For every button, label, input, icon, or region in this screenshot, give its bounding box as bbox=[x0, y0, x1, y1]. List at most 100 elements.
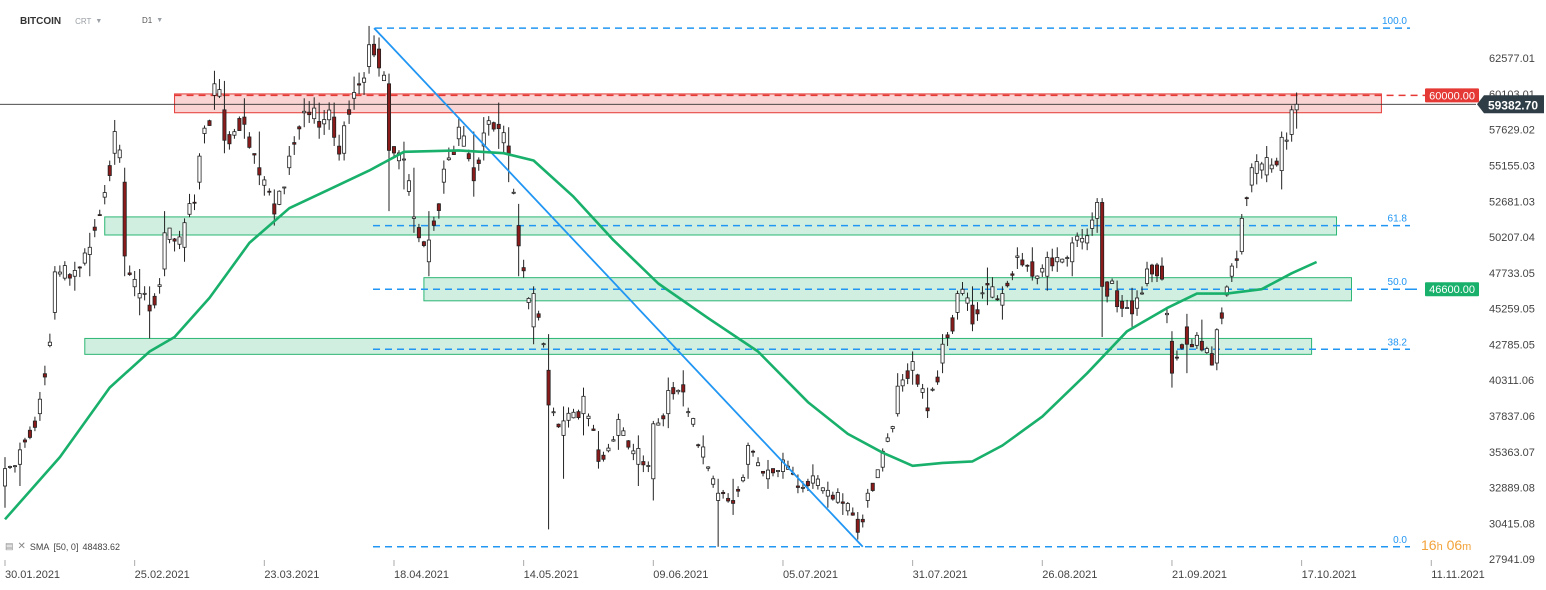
time-axis-tick: 09.06.2021 bbox=[653, 569, 708, 581]
candle-body bbox=[347, 109, 352, 115]
candle-body bbox=[496, 123, 501, 130]
price-axis-tick: 40311.06 bbox=[1489, 375, 1534, 387]
candle-body bbox=[975, 309, 980, 315]
candle-body bbox=[651, 423, 656, 480]
candle-body bbox=[352, 92, 357, 99]
candle-body bbox=[701, 446, 706, 458]
fib-level-label: 38.2 bbox=[1388, 337, 1408, 348]
candle-body bbox=[531, 293, 536, 328]
candle-body bbox=[1055, 257, 1060, 263]
candle-body bbox=[456, 126, 461, 140]
candle-body bbox=[391, 146, 396, 154]
close-icon[interactable]: ✕ bbox=[17, 541, 26, 552]
timeframe-selector[interactable]: D1 ▼ bbox=[142, 16, 163, 25]
candle-body bbox=[1249, 167, 1254, 186]
candle-body bbox=[421, 241, 426, 246]
candle-body bbox=[571, 411, 576, 419]
candle-body bbox=[1090, 219, 1095, 229]
candle-body bbox=[1015, 255, 1020, 258]
chevron-down-icon[interactable]: ▼ bbox=[95, 18, 103, 25]
candle-body bbox=[1229, 265, 1234, 277]
candle-body bbox=[775, 470, 780, 472]
candle-body bbox=[526, 298, 531, 303]
candle-body bbox=[37, 398, 42, 415]
candle-body bbox=[147, 304, 152, 312]
chevron-down-icon[interactable]: ▼ bbox=[156, 17, 164, 24]
time-axis[interactable]: 30.01.2021 25.02.2021 23.03.2021 18.04.2021… bbox=[4, 560, 1485, 581]
trendline[interactable] bbox=[373, 27, 864, 548]
candle-body bbox=[92, 226, 97, 231]
candle-body bbox=[287, 155, 292, 169]
candle-body bbox=[611, 439, 616, 442]
candle-body bbox=[1130, 300, 1135, 315]
candle-body bbox=[541, 343, 546, 346]
timeframe-label[interactable]: D1 bbox=[142, 16, 153, 25]
candle-body bbox=[67, 274, 72, 279]
candle-body bbox=[1060, 258, 1065, 263]
candle-body bbox=[401, 158, 406, 161]
price-axis-tick: 37837.06 bbox=[1489, 411, 1535, 423]
candle-body bbox=[1179, 344, 1184, 349]
chart-type[interactable]: CRT bbox=[75, 17, 92, 26]
candle-body bbox=[825, 489, 830, 497]
support-zone-1 bbox=[423, 277, 1352, 302]
candle-body bbox=[52, 271, 57, 313]
candle-body bbox=[930, 388, 935, 391]
candle-body bbox=[805, 480, 810, 486]
candle-body bbox=[122, 181, 127, 257]
candle-body bbox=[426, 239, 431, 263]
indicator-name: SMA bbox=[29, 541, 50, 552]
candle-body bbox=[1219, 312, 1224, 319]
candle-body bbox=[237, 118, 242, 131]
candle-body bbox=[247, 136, 252, 148]
settings-icon[interactable]: ▤ bbox=[5, 541, 14, 551]
candle-body bbox=[446, 157, 451, 161]
instrument-header[interactable]: BITCOIN CRT ▼ bbox=[20, 16, 102, 27]
candle-body bbox=[1100, 202, 1105, 287]
candle-body bbox=[551, 411, 556, 414]
last-price-label: 59382.70 bbox=[1488, 98, 1538, 112]
candle-body bbox=[57, 271, 62, 275]
candle-body bbox=[726, 497, 731, 502]
candle-body bbox=[1254, 161, 1259, 174]
candle-body bbox=[22, 439, 27, 443]
candle-body bbox=[1150, 264, 1155, 275]
candle-body bbox=[1035, 275, 1040, 279]
candle-body bbox=[751, 450, 756, 453]
candle-body bbox=[970, 304, 975, 325]
candle-body bbox=[197, 155, 202, 183]
price-axis-tick: 27941.09 bbox=[1489, 554, 1535, 566]
candle-body bbox=[1020, 259, 1025, 266]
candle-body bbox=[636, 447, 641, 465]
candle-body bbox=[167, 227, 172, 240]
candle-body bbox=[731, 500, 736, 504]
candle-body bbox=[1174, 356, 1179, 359]
candle-body bbox=[501, 132, 506, 144]
candle-body bbox=[112, 131, 117, 154]
candle-body bbox=[1140, 292, 1145, 295]
candle-body bbox=[322, 119, 327, 125]
time-axis-tick: 30.01.2021 bbox=[5, 569, 60, 581]
candle-body bbox=[756, 462, 761, 467]
candle-body bbox=[546, 369, 551, 406]
candle-body bbox=[835, 492, 840, 503]
resistance-zone bbox=[174, 93, 1425, 114]
candle-body bbox=[27, 429, 32, 438]
symbol-name[interactable]: BITCOIN bbox=[20, 16, 62, 27]
candle-body bbox=[137, 293, 142, 299]
candle-body bbox=[671, 387, 676, 395]
sma-line bbox=[4, 149, 1318, 521]
candle-body bbox=[187, 203, 192, 215]
candle-body bbox=[990, 286, 995, 298]
candle-body bbox=[32, 420, 37, 428]
candle-body bbox=[1169, 340, 1174, 374]
candle-body bbox=[601, 454, 606, 460]
candle-body bbox=[950, 317, 955, 332]
candle-body bbox=[940, 343, 945, 364]
price-axis[interactable]: 62577.0160103.0157629.0255155.0352681.03… bbox=[1489, 53, 1535, 566]
candle-body bbox=[860, 518, 865, 523]
candle-body bbox=[910, 361, 915, 371]
countdown-minutes-unit: m bbox=[1462, 541, 1472, 553]
fib-level-label: 61.8 bbox=[1388, 214, 1408, 225]
